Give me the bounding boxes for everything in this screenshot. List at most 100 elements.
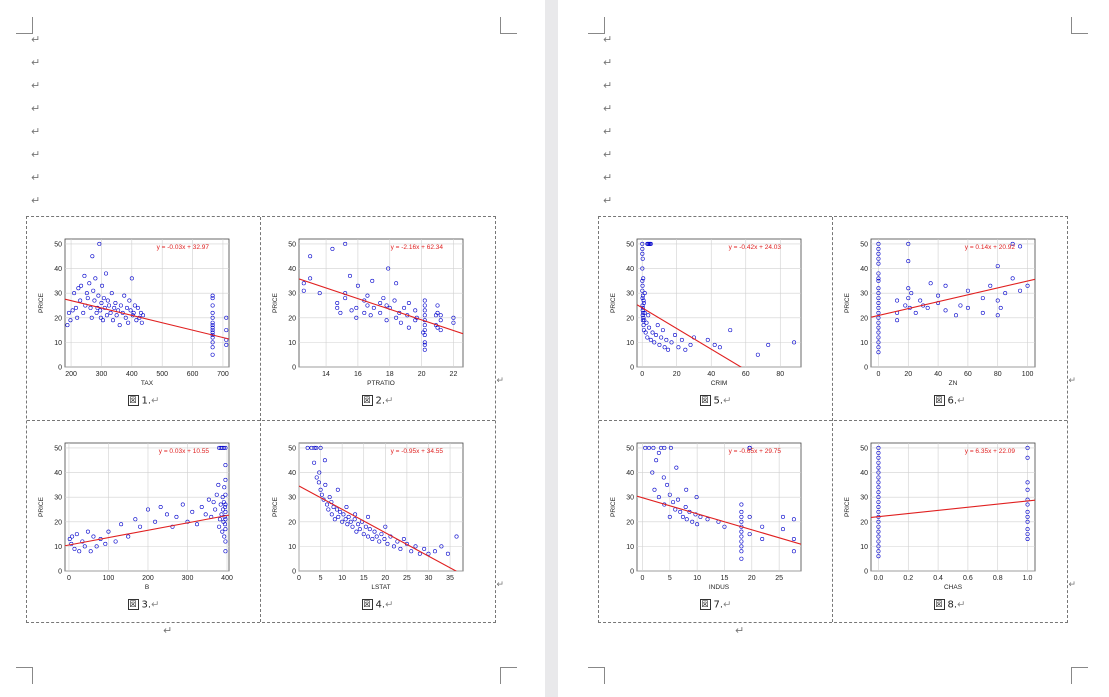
figure-cell-6: 0 20 40 60 80 100 0 10 20 30 40 50 ZN PRICE y = 0.14x … — [833, 217, 1076, 420]
data-point — [791, 537, 796, 542]
data-point — [876, 475, 881, 480]
data-point — [640, 266, 645, 271]
x-tick-label: 15 — [721, 575, 729, 582]
data-point — [65, 323, 70, 328]
figure-label-icon: 図 — [127, 599, 139, 610]
data-point — [640, 241, 645, 246]
data-point — [739, 549, 744, 554]
data-point — [665, 482, 670, 487]
cell-end-mark: ↵ — [496, 375, 504, 385]
x-tick-label: 10 — [693, 575, 701, 582]
x-axis-label: TAX — [141, 380, 154, 387]
data-point — [643, 445, 648, 450]
data-point — [75, 315, 80, 320]
data-point — [340, 519, 345, 524]
regression-line — [637, 304, 743, 367]
regression-line — [65, 514, 229, 547]
data-point — [717, 345, 722, 350]
data-point — [224, 315, 229, 320]
data-point — [223, 517, 228, 522]
data-point — [876, 305, 881, 310]
crop-mark-top-right — [500, 17, 517, 34]
data-point — [1025, 283, 1030, 288]
data-point — [641, 301, 646, 306]
data-point — [361, 532, 366, 537]
data-point — [876, 276, 881, 281]
paragraph-mark: ↵ — [385, 395, 394, 407]
y-axis-label: PRICE — [272, 292, 279, 313]
data-point — [386, 266, 391, 271]
data-point — [995, 313, 1000, 318]
data-point — [72, 291, 77, 296]
data-point — [220, 529, 225, 534]
figure-caption-8: 図 8.↵ — [833, 599, 1066, 611]
data-point — [705, 337, 710, 342]
x-tick-label: 60 — [742, 371, 750, 378]
data-point — [384, 303, 389, 308]
data-point — [1025, 445, 1030, 450]
data-point — [385, 541, 390, 546]
paragraph-mark: ↵ — [151, 395, 160, 407]
data-point — [876, 256, 881, 261]
x-axis-label: ZN — [949, 380, 958, 387]
data-point — [223, 505, 228, 510]
data-point — [223, 509, 228, 514]
data-point — [876, 325, 881, 330]
data-point — [374, 534, 379, 539]
paragraph-mark: ↵ — [957, 599, 966, 611]
data-point — [92, 298, 97, 303]
y-tick-label: 50 — [288, 241, 296, 248]
data-point — [100, 318, 105, 323]
data-point — [646, 313, 651, 318]
data-point — [876, 335, 881, 340]
data-point — [366, 514, 371, 519]
data-point — [876, 519, 881, 524]
data-point — [394, 281, 399, 286]
figure-label-icon: 図 — [361, 599, 373, 610]
data-point — [641, 276, 646, 281]
data-point — [694, 495, 699, 500]
scatter-chart-tax: 200 300 400 500 600 700 0 10 20 30 40 50 TAX PRICE y =… — [38, 238, 230, 387]
paragraph-mark: ↵ — [31, 33, 41, 46]
figure-table-right: 0 20 40 60 80 0 10 20 30 40 50 CRIM PRICE y = -0.42x … — [598, 216, 1076, 623]
paragraph-mark: ↵ — [735, 624, 745, 637]
x-tick-label: 700 — [217, 371, 229, 378]
y-tick-label: 20 — [54, 315, 62, 322]
figure-label-icon: 図 — [361, 395, 373, 406]
data-point — [344, 505, 349, 510]
data-point — [760, 537, 765, 542]
x-tick-label: 40 — [934, 371, 942, 378]
data-point — [876, 485, 881, 490]
data-point — [365, 303, 370, 308]
data-point — [438, 328, 443, 333]
data-point — [876, 480, 881, 485]
data-point — [876, 490, 881, 495]
data-point — [906, 296, 911, 301]
data-point — [223, 492, 228, 497]
data-point — [132, 303, 137, 308]
plot-area — [636, 238, 802, 368]
data-point — [223, 549, 228, 554]
data-point — [356, 522, 361, 527]
data-point — [876, 500, 881, 505]
data-point — [370, 278, 375, 283]
data-point — [676, 345, 681, 350]
y-axis-label: PRICE — [610, 496, 617, 517]
data-point — [1025, 487, 1030, 492]
data-point — [640, 278, 645, 283]
data-point — [958, 303, 963, 308]
data-point — [110, 318, 115, 323]
data-point — [363, 524, 368, 529]
data-point — [145, 507, 150, 512]
data-point — [72, 546, 77, 551]
data-point — [87, 281, 92, 286]
paragraph-mark: ↵ — [957, 395, 966, 407]
data-point — [1010, 276, 1015, 281]
data-point — [338, 310, 343, 315]
data-point — [688, 342, 693, 347]
data-point — [739, 519, 744, 524]
y-axis-label: PRICE — [272, 496, 279, 517]
data-point — [965, 305, 970, 310]
scatter-chart-chas: 0.0 0.2 0.4 0.6 0.8 1.0 0 10 20 30 40 50 CHAS PRICE y … — [844, 442, 1036, 591]
data-point — [876, 345, 881, 350]
